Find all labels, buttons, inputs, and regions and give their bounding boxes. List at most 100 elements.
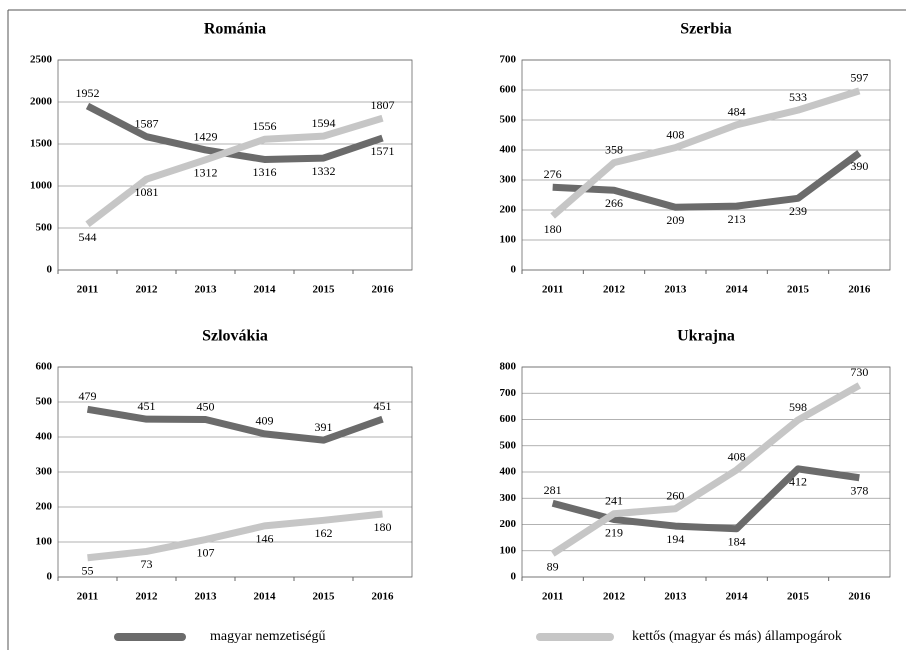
y-tick-label: 500 — [36, 222, 53, 234]
x-tick-label: 2016 — [372, 591, 395, 603]
data-label: 597 — [850, 71, 868, 85]
data-label: 378 — [850, 484, 868, 498]
data-label: 409 — [256, 414, 274, 428]
x-tick-label: 2012 — [136, 284, 159, 296]
data-label: 209 — [666, 213, 684, 227]
x-tick-label: 2011 — [542, 591, 563, 603]
data-label: 55 — [82, 564, 94, 578]
y-tick-label: 200 — [500, 518, 517, 530]
data-label: 358 — [605, 142, 623, 156]
series-line — [552, 150, 862, 211]
data-label: 184 — [728, 534, 746, 548]
data-label: 1587 — [135, 116, 159, 130]
y-tick-label: 200 — [36, 501, 53, 513]
x-tick-label: 2014 — [726, 591, 749, 603]
data-label: 1081 — [135, 185, 159, 199]
data-label: 412 — [789, 475, 807, 489]
y-tick-label: 0 — [511, 571, 517, 583]
data-label: 146 — [256, 532, 274, 546]
x-tick-label: 2013 — [664, 591, 687, 603]
data-label: 1807 — [371, 98, 395, 112]
x-tick-label: 2013 — [664, 284, 687, 296]
data-label: 162 — [315, 526, 333, 540]
y-tick-label: 1500 — [30, 138, 53, 150]
y-tick-label: 700 — [500, 387, 517, 399]
data-label: 544 — [79, 230, 97, 244]
y-tick-label: 100 — [36, 536, 53, 548]
y-tick-label: 400 — [36, 431, 53, 443]
data-label: 260 — [666, 489, 684, 503]
x-tick-label: 2013 — [195, 591, 218, 603]
y-tick-label: 600 — [500, 84, 517, 96]
y-tick-label: 100 — [500, 234, 517, 246]
y-tick-label: 2000 — [30, 96, 53, 108]
data-label: 1316 — [253, 165, 277, 179]
legend-label: kettős (magyar és más) állampogárok — [632, 629, 842, 644]
plot-area — [521, 59, 891, 271]
x-tick-label: 2012 — [136, 591, 159, 603]
x-tick-label: 2015 — [313, 284, 336, 296]
data-label: 180 — [544, 222, 562, 236]
series-line — [85, 102, 384, 163]
x-tick-label: 2014 — [726, 284, 749, 296]
data-label: 213 — [728, 212, 746, 226]
data-label: 89 — [547, 559, 559, 573]
x-tick-label: 2012 — [603, 591, 626, 603]
x-tick-label: 2013 — [195, 284, 218, 296]
data-label: 533 — [789, 90, 807, 104]
y-tick-label: 600 — [500, 413, 517, 425]
data-label: 1594 — [312, 116, 336, 130]
y-tick-label: 1000 — [30, 180, 53, 192]
data-label: 1571 — [371, 144, 395, 158]
series-line — [87, 510, 383, 562]
y-tick-label: 500 — [500, 439, 517, 451]
x-tick-label: 2012 — [603, 284, 626, 296]
y-tick-label: 2500 — [30, 54, 53, 66]
chart-title: Szerbia — [680, 21, 732, 38]
data-label: 484 — [728, 105, 746, 119]
y-tick-label: 600 — [36, 361, 53, 373]
x-tick-label: 2015 — [787, 284, 810, 296]
data-label: 241 — [605, 493, 623, 507]
data-label: 408 — [728, 450, 746, 464]
data-label: 408 — [666, 127, 684, 141]
x-tick-label: 2015 — [787, 591, 810, 603]
data-label: 1556 — [253, 119, 277, 133]
x-tick-label: 2014 — [254, 591, 277, 603]
data-label: 1952 — [76, 86, 100, 100]
y-tick-label: 100 — [500, 544, 517, 556]
y-tick-label: 0 — [47, 264, 53, 276]
series-line — [550, 382, 862, 557]
data-label: 1429 — [194, 130, 218, 144]
data-label: 1312 — [194, 166, 218, 180]
y-tick-label: 400 — [500, 144, 517, 156]
y-tick-label: 0 — [511, 264, 517, 276]
data-label: 276 — [544, 167, 562, 181]
data-label: 451 — [374, 399, 392, 413]
data-label: 266 — [605, 196, 623, 210]
data-label: 390 — [850, 159, 868, 173]
data-label: 73 — [141, 557, 153, 571]
data-label: 479 — [79, 389, 97, 403]
y-tick-label: 500 — [36, 396, 53, 408]
y-tick-label: 300 — [500, 174, 517, 186]
data-label: 107 — [197, 545, 215, 559]
y-tick-label: 300 — [36, 466, 53, 478]
y-tick-label: 0 — [47, 571, 53, 583]
series-line — [86, 405, 384, 444]
data-label: 219 — [605, 525, 623, 539]
plot-area — [57, 59, 413, 271]
series-line — [550, 87, 861, 219]
x-tick-label: 2011 — [77, 591, 98, 603]
data-label: 180 — [374, 520, 392, 534]
x-tick-label: 2016 — [848, 284, 871, 296]
data-label: 451 — [138, 399, 156, 413]
data-label: 450 — [197, 399, 215, 413]
chart-title: Ukrajna — [677, 328, 735, 345]
y-tick-label: 400 — [500, 466, 517, 478]
data-label: 730 — [850, 365, 868, 379]
data-label: 239 — [789, 204, 807, 218]
data-label: 598 — [789, 400, 807, 414]
y-tick-label: 800 — [500, 361, 517, 373]
